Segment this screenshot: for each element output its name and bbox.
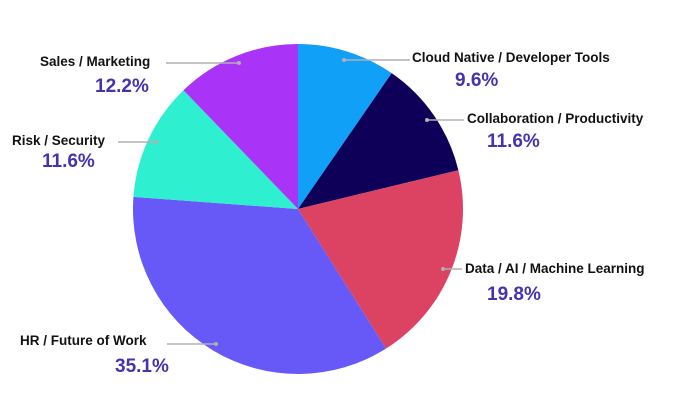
slice-value-cloud-native: 9.6% [455, 70, 499, 91]
leader-dot [425, 118, 429, 122]
slice-value-data-ai: 19.8% [487, 284, 541, 305]
leader-dot [441, 267, 445, 271]
leader-dot [237, 61, 241, 65]
slice-value-risk-security: 11.6% [42, 151, 95, 172]
slice-label-collaboration: Collaboration / Productivity [467, 111, 644, 126]
slice-value-collaboration: 11.6% [487, 131, 540, 152]
leader-dot [214, 342, 218, 346]
pie-slice [298, 73, 459, 209]
slice-label-hr: HR / Future of Work [20, 333, 147, 348]
slice-value-hr: 35.1% [115, 356, 169, 377]
pie-slice [133, 90, 298, 209]
pie-slice [183, 44, 298, 209]
leader-dot [342, 58, 346, 62]
pie-slice [298, 44, 392, 209]
leader-dot [154, 140, 158, 144]
slice-label-cloud-native: Cloud Native / Developer Tools [412, 50, 610, 65]
slice-label-risk-security: Risk / Security [12, 133, 106, 148]
slice-value-sales-marketing: 12.2% [95, 76, 149, 97]
pie-slice [298, 170, 463, 349]
pie-slice [133, 196, 387, 374]
slice-label-sales-marketing: Sales / Marketing [40, 54, 151, 69]
slice-label-data-ai: Data / AI / Machine Learning [465, 261, 645, 276]
